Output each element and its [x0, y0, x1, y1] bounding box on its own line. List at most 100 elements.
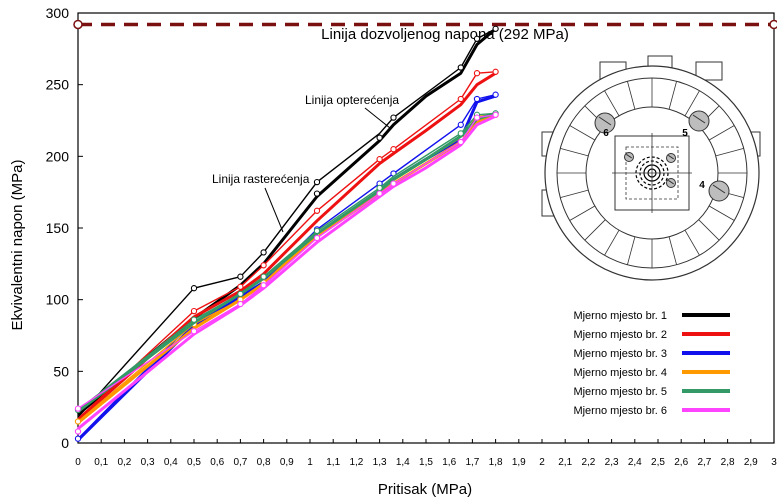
- x-tick-label: 0,2: [117, 457, 131, 468]
- inset-gauge: [688, 110, 710, 132]
- x-tick-label: 2,7: [697, 457, 711, 468]
- data-point: [313, 234, 321, 242]
- x-tick-label: 0,8: [257, 457, 271, 468]
- data-point: [492, 111, 499, 118]
- data-point: [457, 95, 464, 103]
- data-point: [313, 178, 321, 186]
- data-point: [190, 307, 198, 315]
- x-tick-label: 2,9: [744, 457, 758, 468]
- y-tick-label: 0: [61, 435, 69, 451]
- y-tick-label: 150: [46, 220, 70, 236]
- inset-diagram: 6 5 4: [541, 55, 761, 281]
- x-tick-label: 1: [307, 457, 313, 468]
- data-point: [237, 300, 244, 308]
- data-point: [190, 328, 198, 335]
- inset-gauge: [708, 180, 730, 202]
- inset-spoke: [715, 148, 744, 157]
- series-2: [77, 68, 499, 422]
- x-tick-label: 1,5: [419, 457, 433, 468]
- x-tick-label: 2,5: [651, 457, 665, 468]
- x-tick-label: 1,7: [465, 457, 479, 468]
- data-point: [74, 405, 82, 412]
- inset-spoke: [569, 205, 596, 221]
- x-tick-label: 1,1: [326, 457, 340, 468]
- y-tick-label: 50: [53, 363, 69, 379]
- data-point: [74, 435, 82, 442]
- series-6: [74, 111, 499, 435]
- data-point: [237, 290, 244, 298]
- legend-label: Mjerno mjesto br. 4: [573, 367, 667, 379]
- legend-label: Mjerno mjesto br. 2: [573, 329, 667, 341]
- data-point: [457, 121, 464, 128]
- data-point: [376, 184, 383, 192]
- inset-gauge: [666, 153, 676, 163]
- series-layer: [74, 25, 499, 442]
- x-tick-label: 1,8: [489, 457, 503, 468]
- data-point: [74, 428, 82, 435]
- inset-spoke: [560, 189, 589, 198]
- data-point: [390, 146, 397, 153]
- data-point: [473, 95, 481, 103]
- x-tick-label: 0,5: [187, 457, 201, 468]
- x-tick-label: 1,4: [396, 457, 410, 468]
- legend-label: Mjerno mjesto br. 5: [573, 386, 667, 398]
- inset-spoke: [708, 205, 735, 221]
- inset-gauge-mark: [598, 116, 612, 126]
- x-tick-label: 0,7: [233, 457, 247, 468]
- inset-gauge: [666, 178, 676, 188]
- x-axis-ticks: 0 0,1 0,2 0,3 0,4 0,5 0,6 0,7 0,8 0,9 1 1,1 1,2 1,3 1,…: [75, 439, 777, 468]
- x-tick-label: 0,1: [94, 457, 108, 468]
- unloading-line: [77, 114, 496, 410]
- data-point: [376, 190, 383, 197]
- data-point: [190, 316, 198, 323]
- inset-gauge-mark: [668, 179, 674, 185]
- legend-label: Mjerno mjesto br. 3: [573, 348, 667, 360]
- x-tick-label: 2,6: [674, 457, 688, 468]
- x-tick-label: 1,6: [442, 457, 456, 468]
- loading-line: [77, 71, 497, 422]
- y-tick-label: 100: [46, 292, 70, 308]
- inset-spoke: [560, 148, 589, 157]
- inset-gauge-mark: [692, 114, 706, 124]
- reference-line: [73, 19, 777, 30]
- reference-marker: [73, 19, 83, 30]
- inset-gauge: [624, 152, 634, 162]
- x-tick-label: 0,6: [210, 457, 224, 468]
- data-point: [473, 35, 481, 42]
- y-tick-label: 200: [46, 148, 70, 164]
- inset-spoke: [584, 219, 606, 241]
- annotation-leader: [364, 107, 391, 129]
- y-tick-label: 300: [46, 5, 70, 21]
- data-point: [457, 138, 464, 146]
- x-tick-label: 2: [539, 457, 545, 468]
- data-point: [492, 91, 499, 98]
- data-point: [473, 70, 481, 77]
- inset-spoke: [708, 125, 735, 141]
- x-tick-label: 2,3: [605, 457, 619, 468]
- y-tick-label: 250: [46, 77, 70, 93]
- inset-label: 6: [603, 128, 609, 139]
- data-point: [457, 64, 464, 71]
- data-point: [492, 25, 499, 32]
- inset-spoke: [604, 90, 620, 117]
- data-point: [260, 249, 267, 256]
- x-tick-label: 2,4: [628, 457, 642, 468]
- data-point: [260, 262, 267, 269]
- x-tick-label: 1,2: [349, 457, 363, 468]
- y-axis-ticks: 0 50 100 150 200 250 300: [46, 5, 83, 451]
- inset-label: 5: [682, 128, 688, 139]
- inset-spoke: [684, 90, 700, 117]
- data-point: [376, 134, 383, 141]
- data-point: [376, 156, 383, 163]
- annotations: Linija opterećenja Linija rasterećenja: [212, 93, 399, 233]
- inset-spoke: [569, 125, 596, 141]
- reference-marker: [769, 19, 777, 30]
- x-axis-title: Pritisak (MPa): [378, 481, 472, 498]
- x-tick-label: 3: [771, 457, 777, 468]
- x-tick-label: 0,4: [164, 457, 178, 468]
- reference-line-label: Linija dozvoljenog napona (292 MPa): [321, 26, 569, 43]
- inset-spoke: [668, 81, 677, 110]
- legend-label: Mjerno mjesto br. 6: [573, 405, 667, 417]
- data-point: [390, 180, 397, 187]
